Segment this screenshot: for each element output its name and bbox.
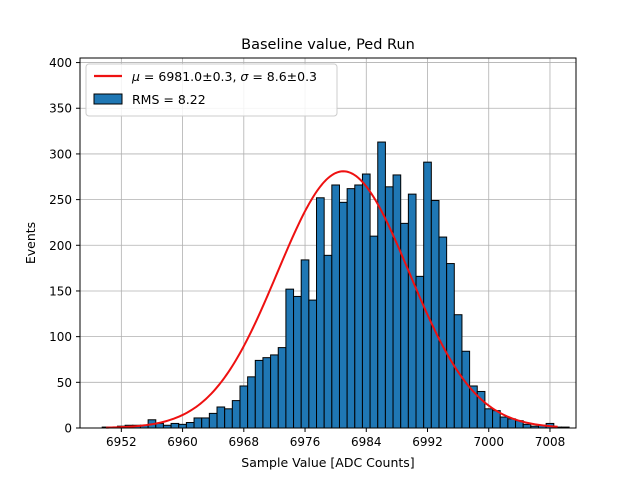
y-tick-label: 200 bbox=[49, 239, 72, 253]
histogram-bar bbox=[331, 184, 340, 429]
histogram-bars bbox=[101, 141, 570, 429]
histogram-bar bbox=[285, 288, 295, 429]
histogram-bar bbox=[377, 141, 386, 429]
histogram-bar bbox=[170, 422, 180, 429]
histogram-bar bbox=[316, 197, 325, 429]
y-tick-label: 400 bbox=[49, 56, 72, 70]
y-tick-label: 300 bbox=[49, 147, 72, 161]
histogram-bar bbox=[254, 359, 264, 429]
legend-histogram-swatch bbox=[93, 93, 123, 105]
x-tick-label: 6984 bbox=[351, 435, 382, 449]
histogram-bar bbox=[185, 422, 195, 429]
histogram-bar bbox=[216, 406, 226, 429]
x-tick-label: 6968 bbox=[229, 435, 260, 449]
histogram-bar bbox=[423, 161, 432, 429]
legend-histogram-label: RMS = 8.22 bbox=[132, 92, 206, 107]
histogram-bar bbox=[522, 423, 532, 429]
y-tick-label: 50 bbox=[57, 376, 72, 390]
y-tick-label: 100 bbox=[49, 330, 72, 344]
x-tick-label: 6952 bbox=[106, 435, 137, 449]
x-tick-label: 6960 bbox=[167, 435, 198, 449]
histogram-bar bbox=[178, 423, 187, 429]
histogram-bar bbox=[461, 350, 471, 429]
chart-title: Baseline value, Ped Run bbox=[241, 37, 415, 53]
x-tick-label: 6976 bbox=[290, 435, 321, 449]
y-tick-label: 0 bbox=[64, 422, 72, 436]
legend-sigma-symbol: σ bbox=[240, 69, 249, 84]
histogram-bar bbox=[361, 173, 371, 429]
y-axis-ticks: 0 50 100 150 200 250 300 350 400 bbox=[49, 56, 80, 436]
histogram-bar bbox=[277, 347, 287, 429]
legend-box bbox=[85, 63, 338, 117]
y-axis-label: Events bbox=[23, 222, 38, 264]
x-tick-label: 7000 bbox=[473, 435, 504, 449]
legend-fit-label: μ = 6981.0±0.3, σ = 8.6±0.3 bbox=[131, 69, 317, 84]
gaussian-fit-line bbox=[105, 170, 558, 429]
histogram-bar bbox=[438, 236, 448, 429]
x-tick-label: 7008 bbox=[535, 435, 566, 449]
histogram-bar bbox=[293, 295, 302, 429]
histogram-bar bbox=[262, 357, 272, 429]
legend: μ = 6981.0±0.3, σ = 8.6±0.3 RMS = 8.22 bbox=[85, 63, 338, 117]
histogram-bar bbox=[224, 408, 233, 429]
histogram-bar bbox=[407, 193, 417, 429]
histogram-bar bbox=[247, 376, 256, 429]
histogram-bar bbox=[270, 354, 279, 429]
x-tick-label: 6992 bbox=[412, 435, 443, 449]
histogram-bar bbox=[308, 299, 318, 429]
x-axis-ticks: 6952 6960 6968 6976 6984 6992 7000 7008 bbox=[106, 428, 565, 449]
y-tick-label: 150 bbox=[49, 284, 72, 298]
histogram-bar bbox=[484, 408, 494, 429]
histogram-bar bbox=[499, 416, 509, 429]
x-axis-label: Sample Value [ADC Counts] bbox=[241, 455, 414, 470]
histogram-bar bbox=[208, 412, 218, 429]
legend-sigma-text: = 8.6±0.3 bbox=[248, 69, 317, 84]
histogram-bar bbox=[231, 400, 241, 429]
histogram-bar bbox=[354, 184, 363, 429]
histogram-bar bbox=[430, 200, 440, 429]
y-tick-label: 250 bbox=[49, 193, 72, 207]
histogram-bar bbox=[193, 417, 203, 429]
y-tick-label: 350 bbox=[49, 102, 72, 116]
histogram-bar bbox=[392, 174, 402, 429]
histogram-bar bbox=[369, 235, 379, 429]
histogram-bar bbox=[346, 188, 356, 429]
histogram-bar bbox=[446, 263, 455, 429]
histogram-bar bbox=[201, 417, 210, 429]
histogram-bar bbox=[338, 201, 348, 429]
histogram-bar bbox=[239, 385, 249, 429]
axes-frame bbox=[79, 57, 577, 429]
legend-mu-text: = 6981.0±0.3, bbox=[140, 69, 240, 84]
legend-mu-symbol: μ bbox=[131, 69, 140, 84]
histogram-bar bbox=[323, 254, 333, 429]
histogram-bar bbox=[300, 259, 310, 429]
